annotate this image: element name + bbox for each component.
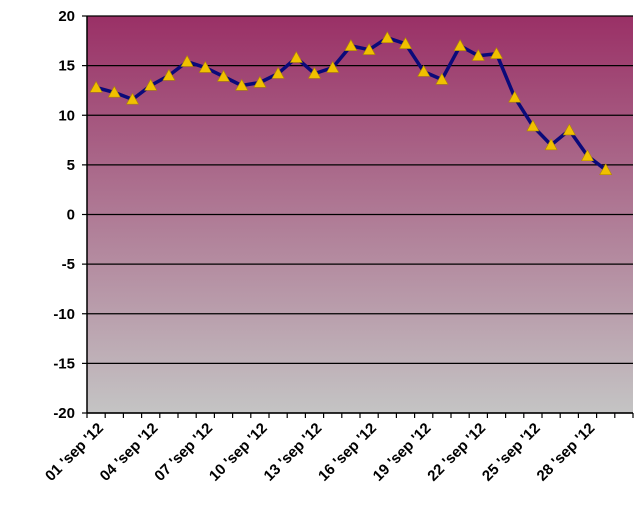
data-point-marker — [544, 138, 558, 151]
y-tick-label: -20 — [53, 405, 75, 422]
data-point-marker — [216, 69, 231, 82]
x-tick-label: 22 'sep '12 — [424, 420, 489, 485]
data-point-marker — [526, 119, 540, 132]
y-tick-label: 15 — [58, 58, 75, 75]
data-point-marker — [253, 75, 267, 88]
x-tick-label: 07 'sep '12 — [151, 420, 216, 485]
data-point-marker — [144, 78, 158, 91]
data-point-marker — [198, 60, 212, 73]
data-point-marker — [180, 55, 194, 67]
data-point-marker — [307, 66, 322, 79]
y-axis-tick-labels: -20 -15 -10 -5 0 5 10 15 20 — [53, 8, 75, 422]
x-tick-label: 04 'sep '12 — [97, 420, 162, 485]
x-tick-label: 19 'sep '12 — [370, 420, 435, 485]
data-point-marker — [89, 80, 103, 93]
data-point-marker — [508, 90, 522, 103]
data-point-marker — [562, 123, 576, 136]
data-point-marker — [398, 37, 413, 49]
data-point-marker — [162, 68, 176, 81]
data-point-marker — [235, 78, 249, 91]
x-tick-label: 25 'sep '12 — [479, 420, 544, 485]
series-markers — [89, 31, 613, 175]
data-point-marker — [107, 85, 121, 98]
data-point-marker — [471, 49, 485, 61]
x-tick-label: 13 'sep '12 — [260, 420, 325, 485]
y-tick-label: 5 — [67, 157, 75, 174]
data-point-marker — [344, 39, 358, 51]
y-tick-label: 20 — [58, 8, 75, 25]
x-tick-label: 28 'sep '12 — [533, 420, 598, 485]
data-point-marker — [380, 31, 394, 43]
data-point-marker — [417, 64, 431, 77]
y-tick-label: 0 — [67, 207, 75, 224]
data-point-marker — [489, 47, 504, 59]
data-point-marker — [435, 72, 449, 85]
data-point-marker — [125, 92, 140, 105]
y-tick-label: -15 — [53, 355, 75, 372]
x-tick-label: 10 'sep '12 — [206, 420, 271, 485]
x-tick-label: 16 'sep '12 — [315, 420, 380, 485]
data-point-marker — [580, 149, 595, 162]
y-tick-label: -10 — [53, 306, 75, 323]
y-tick-label: -5 — [62, 256, 75, 273]
data-point-marker — [289, 51, 303, 63]
x-tick-label: 01 'sep '12 — [42, 420, 107, 485]
data-point-marker — [326, 60, 340, 73]
y-tick-label: 10 — [58, 107, 75, 124]
data-point-marker — [453, 39, 467, 51]
data-point-marker — [599, 163, 613, 175]
axes — [86, 16, 634, 418]
data-point-marker — [271, 66, 285, 79]
data-point-marker — [362, 43, 376, 55]
